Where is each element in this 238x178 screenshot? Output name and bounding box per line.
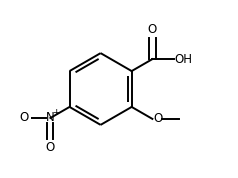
Text: O: O [46, 141, 55, 154]
Text: N: N [46, 111, 55, 124]
Text: +: + [52, 108, 59, 117]
Text: O: O [154, 112, 163, 125]
Text: -: - [22, 108, 25, 117]
Text: O: O [19, 111, 28, 124]
Text: OH: OH [174, 53, 193, 66]
Text: O: O [148, 23, 157, 36]
